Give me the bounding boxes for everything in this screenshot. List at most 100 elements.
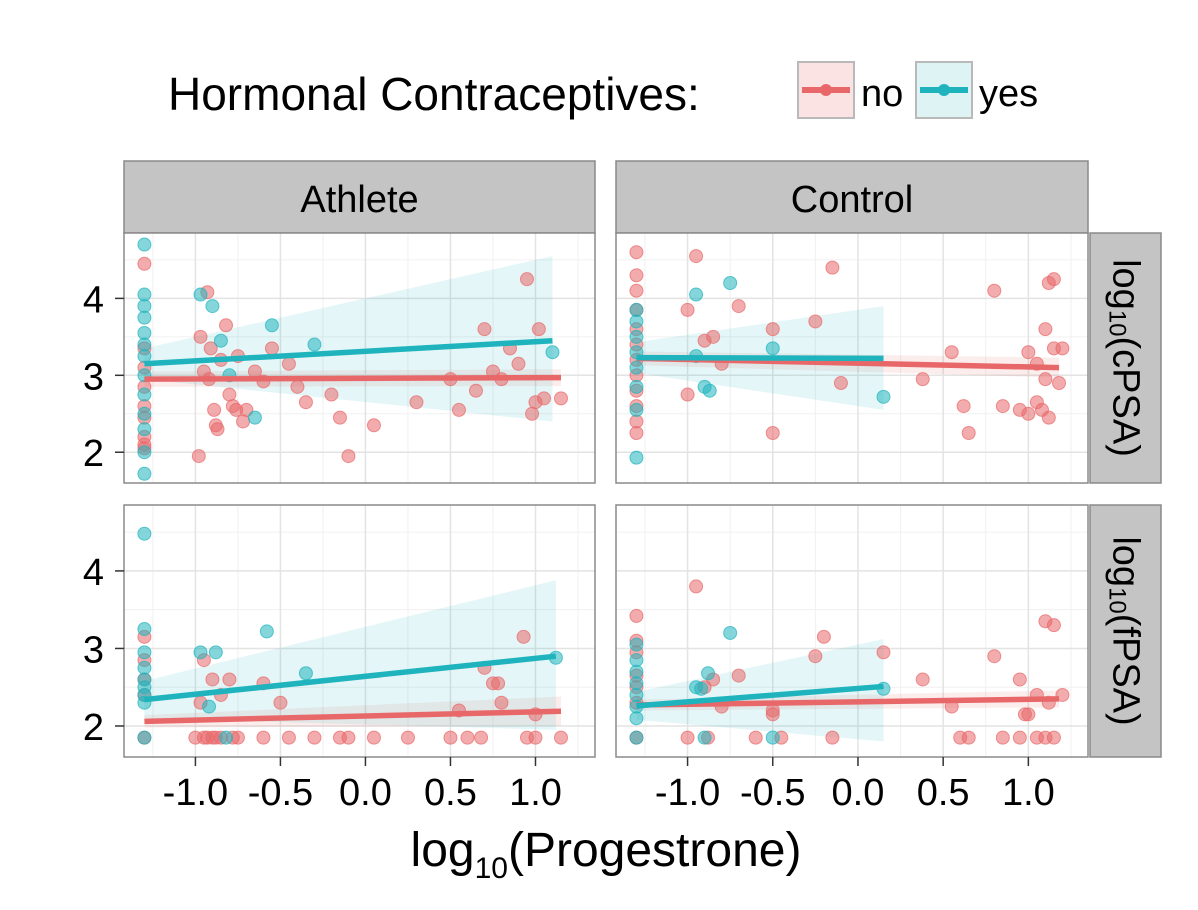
y-tick-label: 3 (83, 356, 104, 398)
data-point-yes (765, 730, 780, 745)
data-point-yes (137, 730, 152, 745)
data-point-yes (193, 645, 208, 660)
legend-label-yes: yes (979, 73, 1038, 115)
data-point-no (324, 387, 339, 402)
data-point-no (207, 402, 222, 417)
data-point-yes (137, 622, 152, 637)
data-point-yes (137, 310, 152, 325)
data-point-yes (307, 337, 322, 352)
data-point-no (256, 730, 271, 745)
data-point-no (366, 418, 381, 433)
data-point-no (281, 356, 296, 371)
data-point-no (1052, 376, 1067, 390)
data-point-no (531, 322, 546, 337)
data-point-no (765, 426, 780, 440)
data-point-yes (259, 624, 274, 639)
x-tick-label: 0.5 (424, 772, 477, 814)
data-point-yes (629, 664, 644, 679)
panel-border (615, 232, 1089, 484)
data-point-no (511, 356, 526, 371)
data-point-yes (137, 645, 152, 660)
data-point-no (519, 272, 534, 287)
panel-border (123, 504, 596, 758)
data-point-no (987, 283, 1002, 298)
data-point-no (1046, 730, 1061, 745)
panel-background (616, 505, 1088, 757)
facet-strip-athlete: Athlete (123, 160, 596, 234)
ci-ribbon-yes (636, 639, 884, 742)
data-point-no (230, 730, 245, 745)
data-point-yes (629, 402, 644, 417)
data-point-no (825, 730, 840, 745)
data-point-no (281, 730, 296, 745)
data-point-yes (629, 730, 644, 745)
facet-label-athlete: Athlete (300, 179, 418, 221)
panel-athlete-fpsa (123, 504, 596, 758)
data-point-no (1041, 410, 1056, 425)
data-point-yes (723, 276, 738, 290)
ci-ribbon-yes (144, 580, 556, 730)
data-point-yes (629, 450, 644, 465)
data-point-yes (765, 341, 780, 356)
legend: Hormonal Contraceptives: no yes (168, 61, 1038, 120)
y-tick-label: 2 (83, 433, 104, 475)
data-point-no (629, 426, 644, 440)
data-point-no (680, 730, 695, 745)
data-point-no (748, 730, 763, 745)
data-point-no (1055, 341, 1070, 356)
data-point-no (137, 256, 152, 271)
fit-line-yes (144, 653, 557, 703)
data-point-no (191, 449, 206, 464)
data-point-no (995, 399, 1010, 414)
data-point-no (298, 395, 313, 410)
data-point-yes (298, 666, 313, 681)
data-point-no (341, 449, 356, 464)
fit-line-no (636, 696, 1060, 708)
data-point-no (477, 322, 492, 337)
data-point-no (987, 649, 1002, 664)
y-tick-label: 3 (83, 629, 104, 671)
data-point-yes (629, 653, 644, 668)
data-point-no (494, 695, 509, 710)
data-point-yes (876, 389, 891, 404)
data-point-no (341, 730, 356, 745)
data-point-yes (629, 676, 644, 691)
data-point-no (808, 314, 823, 329)
data-point-yes (137, 526, 152, 541)
data-point-no (290, 379, 305, 394)
legend-marker-no (820, 84, 832, 96)
data-point-no (808, 649, 823, 664)
data-point-yes (208, 645, 223, 660)
data-point-yes (629, 314, 644, 329)
data-point-no (995, 730, 1010, 745)
data-point-no (915, 372, 930, 387)
y-tick-label: 4 (83, 279, 104, 321)
data-point-yes (202, 699, 217, 714)
legend-item-yes: yes (915, 61, 1038, 119)
data-point-yes (694, 681, 709, 696)
data-point-no (409, 395, 424, 410)
x-tick-label: 1.0 (509, 772, 562, 814)
data-point-no (1046, 618, 1061, 633)
data-point-yes (137, 237, 152, 252)
data-point-yes (629, 711, 644, 726)
data-point-no (332, 410, 347, 425)
x-axis-title: log10(Progestrone) (411, 824, 802, 885)
x-tick-label: 1.0 (1002, 772, 1055, 814)
data-point-no (680, 302, 695, 317)
data-point-no (1021, 406, 1036, 421)
data-point-no (491, 676, 506, 691)
data-point-yes (701, 666, 716, 681)
panel-athlete-cpsa (123, 232, 596, 484)
data-point-yes (137, 422, 152, 437)
data-point-no (1038, 322, 1053, 337)
data-point-yes (629, 379, 644, 394)
data-point-no (236, 414, 251, 429)
data-point-yes (137, 387, 152, 402)
data-point-no (915, 672, 930, 687)
data-point-yes (193, 287, 208, 302)
data-point-no (443, 730, 458, 745)
data-point-yes (629, 687, 644, 702)
data-point-no (629, 268, 644, 283)
